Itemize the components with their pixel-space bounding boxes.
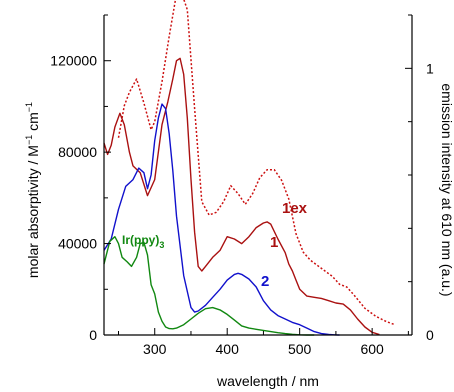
series-label-irppy: Ir(ppy)3 <box>122 233 164 250</box>
y-left-tick-label: 0 <box>89 327 97 343</box>
axes: 300 400 500 600 0 40000 80000 120000 0 1 <box>50 14 434 357</box>
y-right-tick-label: 1 <box>426 60 434 76</box>
series-label-2: 2 <box>261 273 269 290</box>
x-tick-label: 600 <box>360 341 384 357</box>
y-right-axis-title: emission intensity at 610 nm (a.u.) <box>439 83 454 296</box>
series-curves <box>103 0 395 336</box>
x-tick-label: 300 <box>143 341 167 357</box>
series-line-2 <box>103 103 340 336</box>
y-left-tick-label: 80000 <box>58 144 97 160</box>
y-left-axis-title: molar absorptivity / M−1 cm−1 <box>24 102 41 278</box>
y-right-tick-label: 0 <box>426 327 434 343</box>
series-line-irppy <box>103 235 315 336</box>
y-left-tick-label: 120000 <box>50 53 97 69</box>
y-left-tick-label: 40000 <box>58 236 97 252</box>
series-line-1 <box>103 57 380 336</box>
x-axis-title: wavelength / nm <box>216 373 319 389</box>
series-label-1: 1 <box>270 234 278 251</box>
series-label-1ex: 1ex <box>282 200 308 217</box>
series-line-1ex <box>117 0 395 326</box>
x-tick-label: 400 <box>216 341 240 357</box>
x-tick-label: 500 <box>288 341 312 357</box>
